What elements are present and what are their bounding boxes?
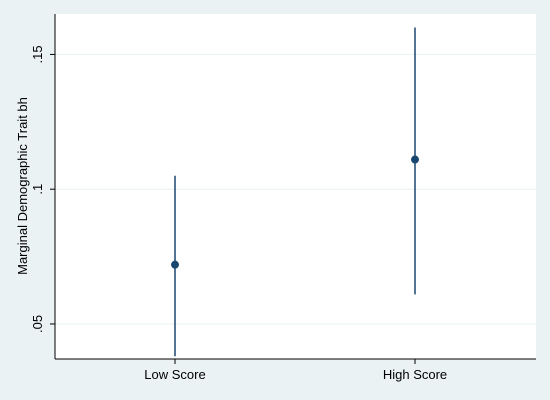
point-estimate xyxy=(171,260,179,269)
y-tick-label: .05 xyxy=(30,315,45,333)
y-ticks: .05 .1 .15 xyxy=(30,45,55,333)
y-axis-title: Marginal Demographic Trait bh xyxy=(15,97,30,275)
y-tick-label: .15 xyxy=(30,45,45,63)
x-ticks: Low Score High Score xyxy=(144,359,447,382)
y-tick-label: .1 xyxy=(30,184,45,195)
gridlines xyxy=(55,53,536,325)
point-estimates xyxy=(171,155,419,269)
plot-area xyxy=(55,14,536,359)
x-tick-label: High Score xyxy=(383,367,447,382)
point-estimate xyxy=(411,155,419,164)
x-tick-label: Low Score xyxy=(144,367,205,382)
